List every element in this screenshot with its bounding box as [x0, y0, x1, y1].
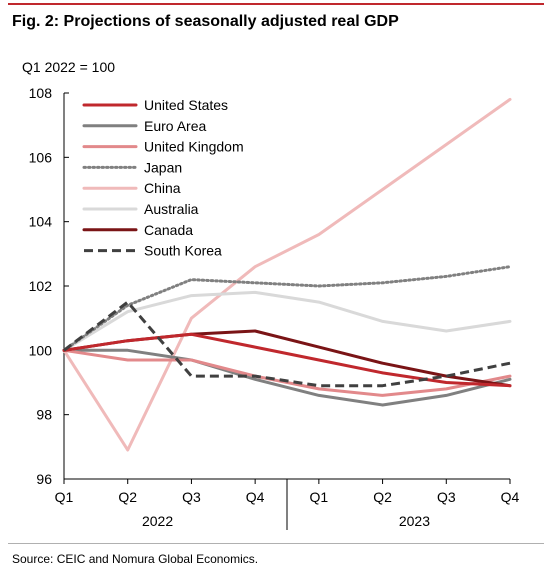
- series-line-united-states: [62, 332, 512, 388]
- y-tick-label: 100: [29, 342, 53, 358]
- legend-label-south-korea: South Korea: [144, 243, 222, 259]
- series-line-australia: [62, 290, 512, 352]
- x-tick-label: Q3: [182, 489, 201, 505]
- series-line-japan: [62, 265, 512, 352]
- top-rule: [8, 3, 544, 5]
- y-axis-unit-label: Q1 2022 = 100: [22, 59, 115, 75]
- y-tick-label: 104: [29, 214, 53, 230]
- y-tick-label: 98: [36, 407, 52, 423]
- x-tick-label: Q4: [501, 489, 520, 505]
- y-tick-label: 102: [29, 278, 53, 294]
- y-tick-label: 108: [29, 85, 53, 101]
- x-tick-label: Q4: [246, 489, 265, 505]
- series-line-united-kingdom: [62, 348, 512, 397]
- legend-label-united-kingdom: United Kingdom: [144, 139, 244, 155]
- source-rule: [8, 543, 544, 544]
- x-tick-label: Q1: [310, 489, 329, 505]
- x-tick-label: Q2: [373, 489, 392, 505]
- axes: 96 98 100 102 104 106 108 Q1 Q2 Q3 Q4 Q1 Q2 Q3 Q4 2022 2…: [29, 85, 520, 530]
- series-line-south-korea: [63, 300, 511, 388]
- x-tick-label: Q3: [437, 489, 456, 505]
- legend-label-china: China: [144, 180, 181, 196]
- figure-title: Fig. 2: Projections of seasonally adjust…: [12, 13, 399, 30]
- x-tick-label: Q1: [55, 489, 74, 505]
- legend-label-australia: Australia: [144, 201, 199, 217]
- series-lines: [62, 97, 512, 452]
- year-label: 2022: [142, 513, 173, 529]
- series-line-china: [62, 97, 512, 452]
- legend-label-euro-area: Euro Area: [144, 118, 206, 134]
- source-note: Source: CEIC and Nomura Global Economics…: [12, 552, 259, 566]
- legend-label-canada: Canada: [144, 222, 193, 238]
- legend-label-united-states: United States: [144, 97, 228, 113]
- legend: United States Euro Area United Kingdom Japa…: [82, 97, 244, 259]
- y-tick-label: 106: [29, 149, 53, 165]
- year-label: 2023: [399, 513, 430, 529]
- y-tick-label: 96: [36, 471, 52, 487]
- legend-label-japan: Japan: [144, 159, 182, 175]
- series-line-euro-area: [62, 348, 512, 407]
- x-tick-label: Q2: [118, 489, 137, 505]
